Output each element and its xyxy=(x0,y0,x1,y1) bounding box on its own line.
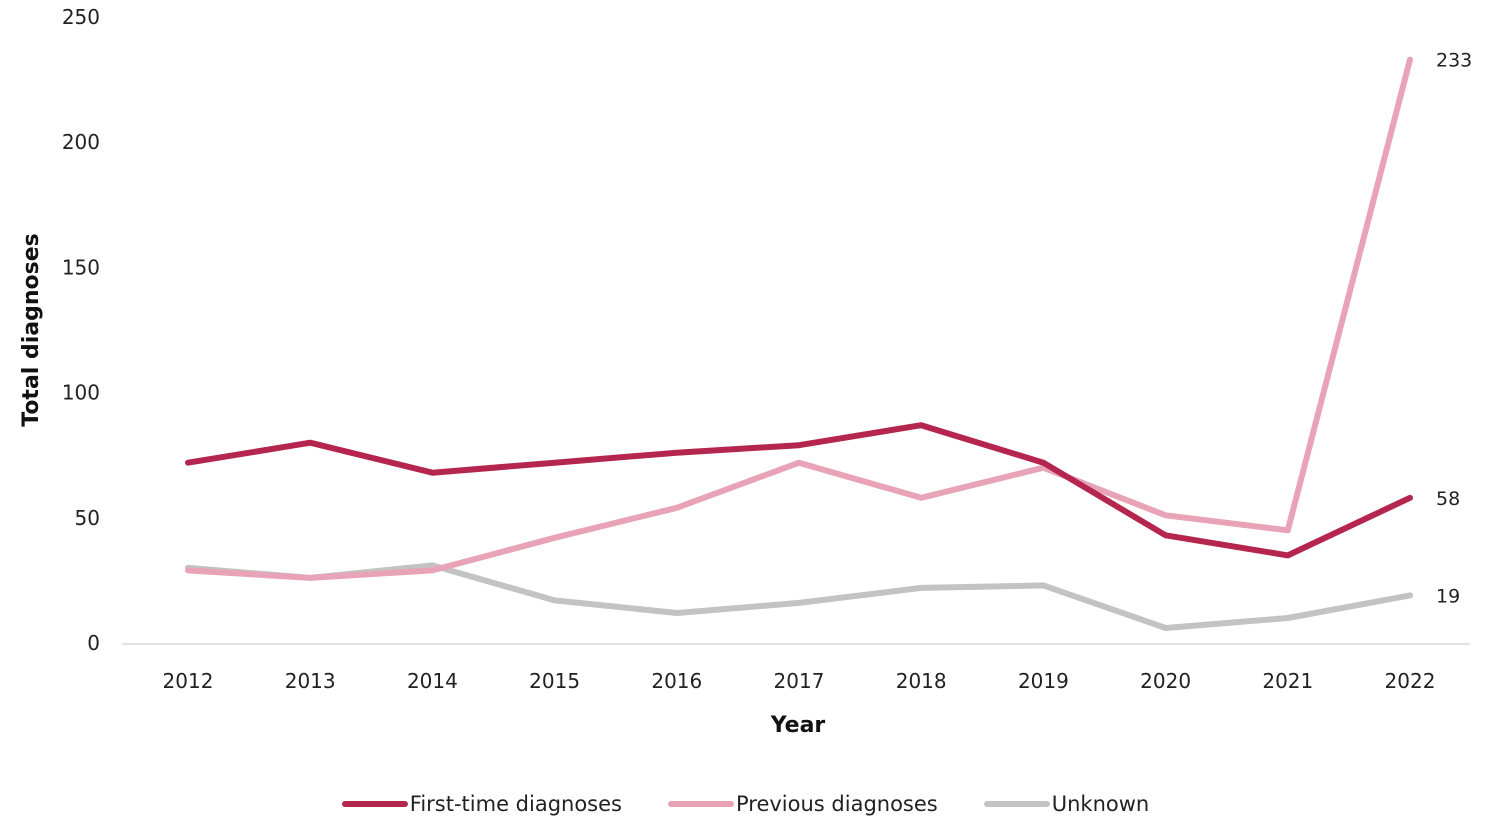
data-label: 233 xyxy=(1436,50,1472,72)
x-tick-label: 2013 xyxy=(285,669,336,693)
x-tick-label: 2019 xyxy=(1018,669,1069,693)
legend-swatch xyxy=(667,801,734,807)
x-tick-label: 2020 xyxy=(1140,669,1191,693)
y-axis-title: Total diagnoses xyxy=(19,233,44,427)
legend-label: Unknown xyxy=(1051,792,1150,816)
legend-label: Previous diagnoses xyxy=(735,792,938,816)
x-tick-label: 2012 xyxy=(163,669,214,693)
x-axis-title: Year xyxy=(770,713,826,738)
legend-label: First-time diagnoses xyxy=(409,792,622,816)
x-tick-label: 2014 xyxy=(407,669,458,693)
data-label: 19 xyxy=(1436,585,1460,607)
legend-item: First-time diagnoses xyxy=(341,792,622,816)
y-tick-label: 100 xyxy=(62,381,100,405)
x-tick-label: 2018 xyxy=(896,669,947,693)
y-tick-label: 200 xyxy=(62,130,100,154)
y-tick-label: 0 xyxy=(87,631,100,655)
x-tick-label: 2021 xyxy=(1262,669,1313,693)
x-tick-label: 2015 xyxy=(529,669,580,693)
legend-swatch xyxy=(983,801,1050,807)
series-line-first-time-diagnoses xyxy=(185,422,1413,559)
end-labels: 58 233 19 xyxy=(1436,50,1472,608)
x-tick-label: 2022 xyxy=(1385,669,1436,693)
x-tick-label: 2016 xyxy=(651,669,702,693)
x-axis-ticks: 2012 2013 2014 2015 2016 2017 2018 2019 2020 2021… xyxy=(163,669,1436,693)
legend-swatch xyxy=(341,801,408,807)
x-tick-label: 2017 xyxy=(774,669,825,693)
y-tick-label: 150 xyxy=(62,255,100,279)
legend-item: Previous diagnoses xyxy=(667,792,938,816)
data-label: 58 xyxy=(1436,488,1460,510)
y-tick-label: 50 xyxy=(75,506,100,530)
legend-item: Unknown xyxy=(983,792,1150,816)
y-tick-label: 250 xyxy=(62,5,100,29)
series-line-unknown xyxy=(185,562,1413,631)
series-lines xyxy=(185,56,1413,631)
series-line-previous-diagnoses xyxy=(185,56,1413,581)
legend: First-time diagnoses Previous diagnoses Un… xyxy=(0,784,1491,824)
y-axis-ticks: 0 50 100 150 200 250 xyxy=(62,5,100,655)
